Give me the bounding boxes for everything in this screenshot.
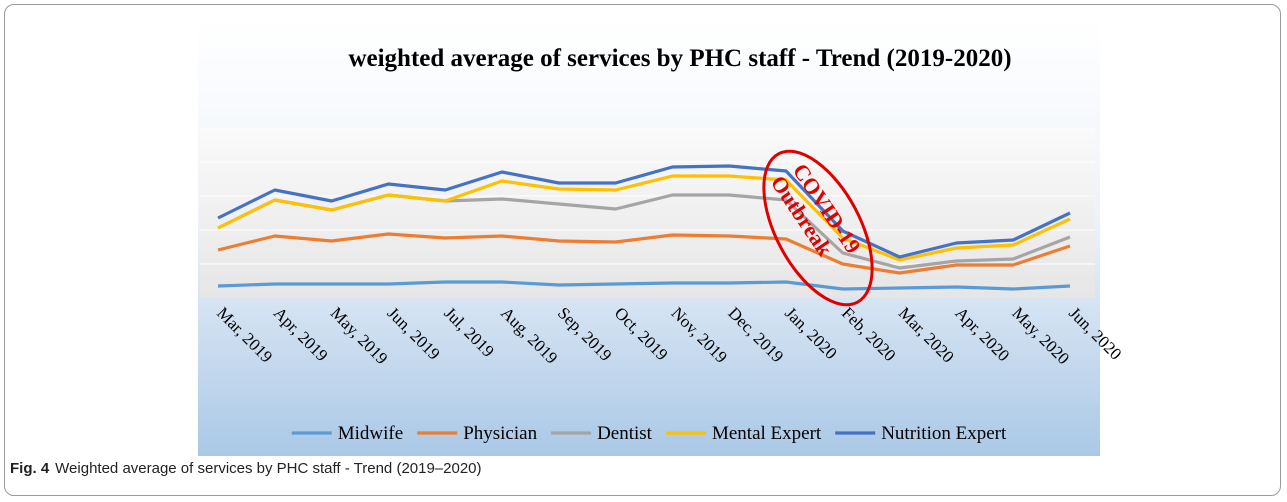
chart-title: weighted average of services by PHC staf… [348, 45, 1012, 72]
legend-label: Physician [463, 423, 537, 444]
caption-label: Fig. 4 [10, 460, 50, 477]
legend-label: Midwife [338, 423, 403, 444]
series-line [217, 280, 1071, 291]
figure-frame [4, 4, 1281, 496]
series-line [217, 164, 1071, 259]
legend: Midwife Physician Dentist Mental Expert Nutr… [291, 423, 1007, 444]
series-line [217, 232, 1071, 275]
caption-text: Weighted average of services by PHC staf… [55, 460, 482, 477]
plot-area [200, 128, 1095, 298]
annotation-ellipse [762, 149, 874, 307]
series-line [217, 174, 1071, 262]
legend-label: Nutrition Expert [881, 423, 1007, 444]
legend-label: Mental Expert [712, 423, 822, 444]
legend-label: Dentist [597, 423, 653, 444]
figure-caption: Fig. 4 Weighted average of services by PH… [10, 460, 482, 477]
